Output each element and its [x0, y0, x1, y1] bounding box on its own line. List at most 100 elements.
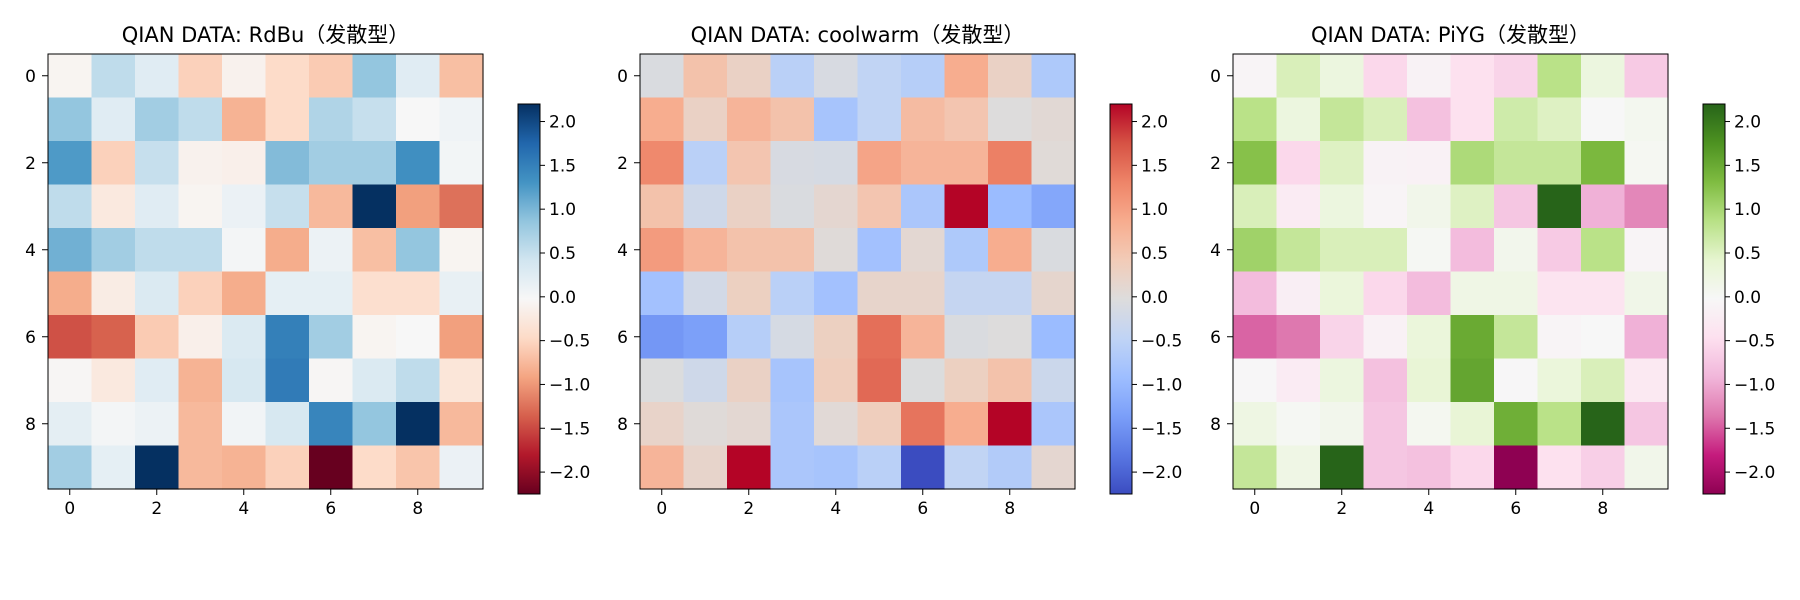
colorbar-tick-label: 0.0 [1734, 288, 1761, 308]
colorbar-tick-label: −1.0 [1141, 375, 1182, 395]
heatmap-cell [1276, 184, 1321, 229]
heatmap-cell [1537, 141, 1582, 186]
colorbar-tick-label: −0.5 [1734, 332, 1775, 352]
heatmap-cell [222, 228, 267, 273]
heatmap-cell [222, 97, 267, 142]
heatmap-cell [1031, 97, 1076, 142]
heatmap-cell [1320, 271, 1365, 316]
heatmap-cell [222, 54, 267, 99]
heatmap-cell [683, 315, 728, 360]
heatmap-cell [944, 315, 989, 360]
heatmap-cell [1276, 315, 1321, 360]
heatmap-cell [1537, 358, 1582, 403]
heatmap-cell [352, 54, 397, 99]
heatmap-cell [265, 97, 310, 142]
heatmap-cell [1494, 402, 1539, 447]
chart-title: QIAN DATA: RdBu（发散型） [122, 23, 410, 47]
heatmap-cell [770, 54, 815, 99]
heatmap-cell [683, 97, 728, 142]
heatmap-cell [309, 228, 354, 273]
heatmap-cell [91, 184, 136, 229]
heatmap-cell [683, 141, 728, 186]
heatmap-cell [640, 358, 685, 403]
heatmap-cell [944, 402, 989, 447]
chart-title: QIAN DATA: coolwarm（发散型） [691, 23, 1025, 47]
heatmap-cell [396, 271, 441, 316]
heatmap-cell [901, 97, 946, 142]
heatmap-cell [91, 358, 136, 403]
colorbar-tick-label: 1.5 [1734, 156, 1761, 176]
heatmap-cell [1537, 402, 1582, 447]
heatmap-cell [944, 54, 989, 99]
heatmap-cell [1494, 228, 1539, 273]
heatmap-cell [640, 402, 685, 447]
heatmap-cell [1450, 228, 1495, 273]
heatmap-cell [1581, 402, 1626, 447]
heatmap-cell [222, 445, 267, 490]
heatmap-cell [178, 184, 223, 229]
colorbar-tick-label: −2.0 [1141, 463, 1182, 483]
heatmap-cell [640, 228, 685, 273]
heatmap-cell [1537, 228, 1582, 273]
heatmap-cell [727, 315, 772, 360]
heatmap-cell [857, 54, 902, 99]
heatmap-cell [48, 141, 93, 186]
heatmap-cell [1320, 184, 1365, 229]
heatmap-cell [1320, 402, 1365, 447]
heatmap-cell [857, 358, 902, 403]
heatmap-cell [1407, 54, 1452, 99]
heatmap-cell [1581, 54, 1626, 99]
heatmap-cell [1320, 445, 1365, 490]
heatmap-cell [178, 315, 223, 360]
heatmap-cell [727, 228, 772, 273]
heatmap-cell [727, 141, 772, 186]
heatmap-cell [48, 402, 93, 447]
colorbar-tick-label: 0.5 [1141, 244, 1168, 264]
y-tick-label: 2 [25, 154, 36, 174]
heatmap-cell [48, 228, 93, 273]
x-tick-label: 0 [1249, 499, 1260, 519]
heatmap-cell [396, 54, 441, 99]
heatmap-cell [770, 141, 815, 186]
x-tick-label: 8 [1004, 499, 1015, 519]
heatmap-cell [309, 445, 354, 490]
heatmap-cell [1624, 54, 1669, 99]
heatmap-cell [1276, 445, 1321, 490]
heatmap-cell [222, 271, 267, 316]
heatmap-cell [1537, 54, 1582, 99]
heatmap-cell [1624, 402, 1669, 447]
heatmap-cell [1031, 445, 1076, 490]
colorbar-tick-label: −1.0 [1734, 375, 1775, 395]
heatmap-cell [178, 228, 223, 273]
heatmap-cell [814, 402, 859, 447]
heatmap-cell [135, 358, 180, 403]
colorbar-tick-label: 1.0 [549, 200, 576, 220]
heatmap-cell [309, 141, 354, 186]
heatmap-cell [1407, 358, 1452, 403]
heatmap-cell [1031, 141, 1076, 186]
colorbar-tick-label: −2.0 [549, 463, 590, 483]
heatmap-cell [439, 141, 484, 186]
heatmap-cell [901, 228, 946, 273]
heatmap-cell [135, 97, 180, 142]
heatmap-cell [727, 402, 772, 447]
heatmap-cell [1233, 228, 1278, 273]
heatmap-cell [91, 271, 136, 316]
y-tick-label: 6 [25, 328, 36, 348]
heatmap-cell [1581, 141, 1626, 186]
heatmap-cell [683, 271, 728, 316]
heatmap-cell [988, 315, 1033, 360]
heatmap-cell [48, 54, 93, 99]
colorbar-tick-label: 0.0 [1141, 288, 1168, 308]
heatmap-cell [352, 315, 397, 360]
heatmap-cell [352, 228, 397, 273]
heatmap-panel-piyg: QIAN DATA: PiYG（发散型） 0 2 4 6 8 0 2 4 6 8 2.0 1.5 1.0 0… [1210, 23, 1775, 519]
heatmap-cell [1450, 97, 1495, 142]
x-tick-label: 6 [1510, 499, 1521, 519]
heatmap-cell [352, 141, 397, 186]
heatmap-cell [1320, 315, 1365, 360]
heatmap-cell [944, 97, 989, 142]
heatmap-cell [178, 97, 223, 142]
heatmap-cell [770, 97, 815, 142]
